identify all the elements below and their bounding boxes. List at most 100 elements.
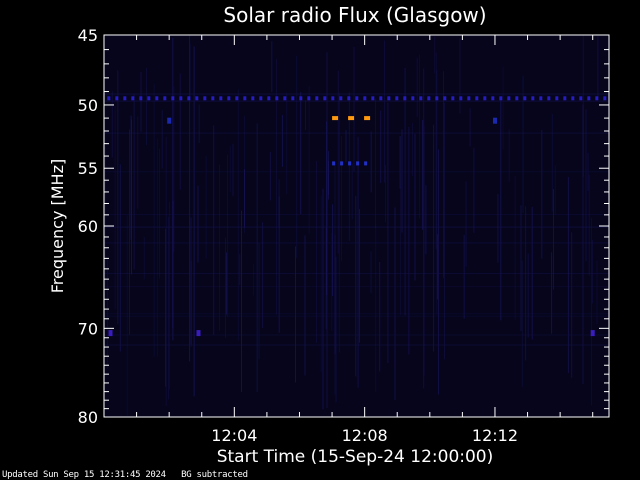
emission-dash	[475, 96, 479, 101]
noise-channel	[104, 94, 609, 96]
noise-streak	[508, 129, 510, 182]
noise-streak	[459, 38, 461, 114]
emission-dash	[603, 96, 607, 101]
noise-streak	[411, 123, 413, 177]
noise-streak	[443, 71, 444, 279]
noise-streak	[232, 143, 234, 197]
emission-dash	[467, 96, 471, 101]
emission-dash	[139, 96, 143, 101]
noise-streak	[554, 165, 556, 215]
noise-streak	[463, 234, 465, 319]
noise-streak	[241, 210, 242, 392]
noise-streak	[434, 36, 436, 74]
noise-streak	[296, 55, 298, 258]
noise-streak	[239, 254, 241, 286]
noise-streak	[227, 154, 229, 317]
emission-dash	[587, 96, 591, 101]
noise-streak	[438, 149, 439, 395]
noise-streak	[300, 92, 302, 214]
noise-streak	[597, 36, 599, 100]
emission-dash	[411, 96, 415, 101]
noise-streak	[433, 124, 435, 352]
y-tick-label: 70	[78, 319, 98, 338]
emission-dash	[395, 96, 399, 101]
noise-streak	[408, 127, 410, 355]
emission-dash	[203, 96, 207, 101]
chart-title: Solar radio Flux (Glasgow)	[223, 3, 486, 27]
noise-channel	[104, 272, 609, 274]
noise-streak	[137, 116, 139, 209]
noise-streak	[341, 136, 342, 261]
noise-streak	[189, 43, 191, 102]
emission-dash	[123, 96, 127, 101]
plot-area	[103, 34, 610, 418]
emission-dash	[435, 96, 439, 101]
emission-dash	[227, 96, 231, 101]
noise-streak	[271, 41, 273, 93]
emission-dash	[371, 96, 375, 101]
noise-streak	[117, 70, 119, 325]
noise-channel	[104, 214, 609, 216]
noise-streak	[327, 160, 329, 195]
noise-streak	[436, 70, 438, 315]
noise-streak	[345, 130, 347, 163]
noise-streak	[348, 92, 350, 241]
noise-streak	[590, 218, 592, 406]
noise-streak	[527, 253, 529, 338]
emission-dash	[379, 96, 383, 101]
emission-dash	[523, 96, 527, 101]
noise-streak	[587, 152, 589, 192]
noise-streak	[119, 164, 121, 352]
noise-streak	[592, 239, 593, 304]
noise-streak	[114, 106, 116, 309]
noise-streak	[359, 208, 360, 343]
noise-streak	[205, 155, 207, 259]
emission-dash	[283, 96, 287, 101]
noise-streak	[588, 174, 590, 276]
noise-channel	[104, 226, 609, 228]
emission-dash	[348, 161, 352, 166]
emission-blip	[493, 117, 497, 124]
noise-streak	[553, 189, 554, 290]
noise-streak	[567, 176, 569, 373]
noise-streak	[384, 165, 386, 223]
noise-streak	[105, 146, 107, 287]
emission-dash	[235, 96, 239, 101]
noise-streak	[399, 136, 401, 189]
y-tick-label: 50	[78, 96, 98, 115]
noise-channel	[104, 286, 609, 288]
y-tick-label: 55	[78, 159, 98, 178]
emission-dash	[491, 96, 495, 101]
noise-streak	[169, 202, 170, 390]
noise-streak	[375, 99, 376, 229]
emission-dash	[243, 96, 247, 101]
noise-streak	[173, 86, 175, 252]
noise-streak	[269, 152, 271, 201]
emission-dash	[443, 96, 447, 101]
noise-streak	[237, 89, 239, 341]
emission-dash	[499, 96, 503, 101]
emission-dash	[451, 96, 455, 101]
emission-dash	[364, 161, 368, 166]
noise-streak	[585, 109, 587, 262]
emission-dash	[275, 96, 279, 101]
emission-dash	[251, 96, 255, 101]
emission-dash	[403, 96, 407, 101]
emission-dash	[171, 96, 175, 101]
noise-streak	[262, 222, 264, 328]
noise-streak	[167, 216, 169, 400]
emission-blip	[196, 330, 201, 337]
noise-streak	[551, 252, 553, 334]
noise-channel	[104, 242, 609, 244]
noise-channel	[104, 100, 609, 102]
emission-dash	[547, 96, 551, 101]
y-tick-label: 60	[78, 217, 98, 236]
emission-dash	[219, 96, 223, 101]
emission-dash	[307, 96, 311, 101]
noise-streak	[469, 108, 471, 147]
noise-streak	[111, 91, 113, 158]
noise-streak	[334, 234, 336, 355]
emission-dash	[195, 96, 199, 101]
noise-streak	[375, 225, 377, 392]
emission-dash	[364, 116, 371, 121]
